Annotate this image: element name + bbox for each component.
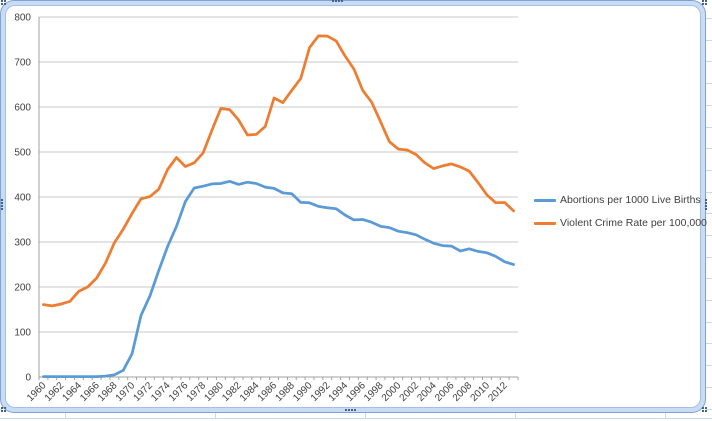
worksheet-gridline <box>706 18 712 19</box>
x-axis-tick-label: 1972 <box>131 380 155 404</box>
y-axis-tick-label: 500 <box>14 148 31 159</box>
worksheet-gridline <box>706 257 712 258</box>
worksheet-gridline <box>706 343 712 344</box>
worksheet-gridline <box>706 83 712 84</box>
worksheet-gridline <box>706 213 712 214</box>
x-axis-tick-label: 1964 <box>61 380 85 404</box>
worksheet-gridline <box>706 278 712 279</box>
y-axis-tick-label: 700 <box>14 58 31 69</box>
worksheet-gridline <box>515 413 516 419</box>
worksheet-gridline <box>65 413 66 419</box>
worksheet-gridline <box>665 413 666 419</box>
y-axis-tick-label: 200 <box>14 283 31 294</box>
worksheet-gridline <box>706 40 712 41</box>
legend-label-abortions: Abortions per 1000 Live Births <box>560 194 701 206</box>
chart-legend: Abortions per 1000 Live Births Violent C… <box>534 192 707 238</box>
x-axis-tick-label: 1970 <box>114 380 138 404</box>
legend-item-violent-crime[interactable]: Violent Crime Rate per 100,000 <box>534 215 707 231</box>
worksheet-gridline <box>706 127 712 128</box>
worksheet-gridline <box>706 61 712 62</box>
y-axis-tick-label: 400 <box>14 193 31 204</box>
x-axis-tick-label: 1992 <box>309 380 333 404</box>
x-axis-tick-label: 2012 <box>486 380 510 404</box>
y-axis-tick-label: 100 <box>14 328 31 339</box>
abortions-series-line-icon <box>534 198 556 202</box>
y-axis-tick-label: 0 <box>25 373 31 384</box>
worksheet-gridline <box>706 192 712 193</box>
x-axis-tick-label: 2006 <box>433 380 457 404</box>
x-axis-tick-label: 2000 <box>380 380 404 404</box>
worksheet-gridline <box>0 409 2 410</box>
x-axis-tick-label: 2010 <box>469 380 493 404</box>
resize-handle-bottom-left[interactable] <box>1 407 6 412</box>
x-axis-tick-label: 1966 <box>78 380 102 404</box>
abortions-series-line[interactable] <box>42 179 515 378</box>
x-axis-tick-label: 1990 <box>291 380 315 404</box>
legend-label-violent-crime: Violent Crime Rate per 100,000 <box>560 217 707 229</box>
violent-crime-series-line[interactable] <box>42 34 515 308</box>
x-axis-tick-label: 1998 <box>362 380 386 404</box>
legend-item-abortions[interactable]: Abortions per 1000 Live Births <box>534 192 707 208</box>
resize-handle-middle-right[interactable] <box>705 199 707 210</box>
worksheet-gridline <box>365 413 366 419</box>
x-axis-tick-label: 1960 <box>25 380 49 404</box>
resize-handle-bottom-center[interactable] <box>345 409 356 411</box>
worksheet-gridline <box>706 170 712 171</box>
resize-handle-middle-left[interactable] <box>1 199 3 210</box>
worksheet-gridline <box>706 365 712 366</box>
worksheet-gridline <box>706 105 712 106</box>
y-axis-tick-label: 800 <box>14 13 31 24</box>
x-axis-tick-label: 2008 <box>451 380 475 404</box>
x-axis-tick-label: 1978 <box>185 380 209 404</box>
y-axis-tick-label: 600 <box>14 103 31 114</box>
worksheet-gridline <box>706 300 712 301</box>
chart-object-frame[interactable] <box>1 1 705 412</box>
resize-handle-top-center[interactable] <box>332 0 343 2</box>
x-axis-tick-label: 1996 <box>344 380 368 404</box>
worksheet-gridline <box>706 409 712 410</box>
x-axis-tick-label: 1968 <box>96 380 120 404</box>
violent-crime-series-line-icon <box>534 221 556 225</box>
resize-handle-bottom-right[interactable] <box>702 407 707 412</box>
resize-handle-top-right[interactable] <box>702 0 707 5</box>
y-axis-tick-label: 300 <box>14 238 31 249</box>
x-axis-tick-label: 1988 <box>273 380 297 404</box>
resize-handle-top-left[interactable] <box>1 0 6 5</box>
worksheet-gridline <box>706 148 712 149</box>
worksheet-gridline <box>215 413 216 419</box>
x-axis-tick-label: 1994 <box>327 380 351 404</box>
x-axis-tick-label: 1986 <box>256 380 280 404</box>
x-axis-tick-label: 1976 <box>167 380 191 404</box>
worksheet-gridline <box>706 387 712 388</box>
x-axis-tick-label: 1984 <box>238 380 262 404</box>
chart-area <box>6 6 700 407</box>
worksheet-gridline <box>706 235 712 236</box>
worksheet-gridline <box>706 322 712 323</box>
x-axis-tick-label: 1974 <box>149 380 173 404</box>
x-axis-tick-label: 2004 <box>415 380 439 404</box>
x-axis-tick-label: 1962 <box>43 380 67 404</box>
x-axis-tick-label: 1982 <box>220 380 244 404</box>
x-axis-tick-label: 1980 <box>202 380 226 404</box>
worksheet-gridline <box>0 418 712 419</box>
x-axis-tick-label: 2002 <box>398 380 422 404</box>
